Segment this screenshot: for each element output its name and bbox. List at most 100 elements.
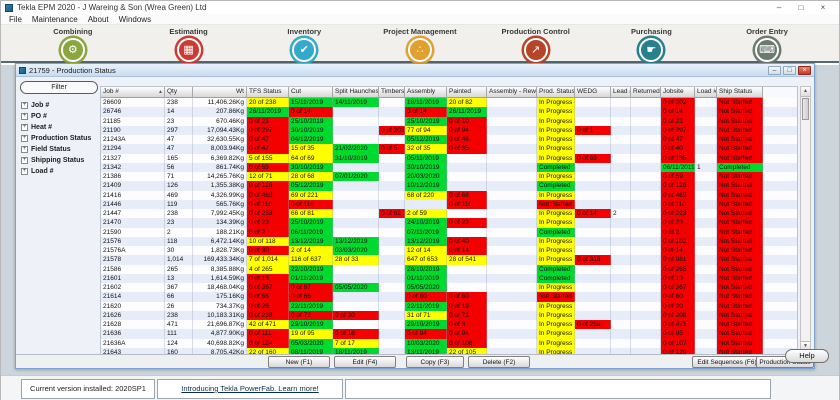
tree-item-field-status[interactable]: + Field Status <box>21 144 99 155</box>
grid-cell-timbers[interactable] <box>379 255 405 265</box>
grid-cell-cut[interactable]: 29/10/2019 <box>289 320 333 330</box>
grid-cell-ship-status[interactable]: Not Started <box>717 292 763 302</box>
grid-cell-load-num[interactable] <box>695 255 717 265</box>
grid-cell-timbers[interactable]: 0 of 203 <box>379 125 405 135</box>
grid-cell-wt[interactable]: 670.46Kg <box>193 116 247 126</box>
grid-cell-prod-status[interactable]: In Progress <box>537 218 575 228</box>
grid-cell-painted[interactable] <box>447 227 487 237</box>
grid-cell-prod-status[interactable]: In Progress <box>537 246 575 256</box>
grid-cell-job-num[interactable]: 21602 <box>101 283 165 293</box>
grid-cell-ship-status[interactable]: Not Started <box>717 107 763 117</box>
column-header-wedg[interactable]: WEDG <box>575 87 611 98</box>
grid-cell-tfs-status[interactable]: 0 of 47 <box>247 144 289 154</box>
grid-cell-load-num[interactable] <box>695 301 717 311</box>
scrollbar-thumb[interactable] <box>802 98 809 120</box>
grid-cell-assembly-rework[interactable] <box>487 209 537 219</box>
grid-cell-assembly[interactable]: 24/10/2019 <box>405 218 447 228</box>
grid-cell-painted[interactable] <box>447 181 487 191</box>
grid-row[interactable]: 26609 238 11,406.26Kg 20 of 238 15/11/2019 14… <box>101 98 797 108</box>
grid-cell-timbers[interactable] <box>379 320 405 330</box>
grid-cell-lead-num[interactable] <box>611 292 631 302</box>
grid-cell-cut[interactable]: 19 of 95 <box>289 329 333 339</box>
grid-cell-cut[interactable]: 05/12/2019 <box>289 181 333 191</box>
grid-cell-job-num[interactable]: 21628 <box>101 320 165 330</box>
grid-cell-timbers[interactable] <box>379 264 405 274</box>
grid-cell-painted[interactable]: 0 of 94 <box>447 329 487 339</box>
grid-cell-qty[interactable]: 23 <box>165 218 193 228</box>
grid-cell-timbers[interactable] <box>379 98 405 108</box>
grid-cell-cut[interactable]: 15 of 35 <box>289 144 333 154</box>
grid-cell-ship-status[interactable]: Not Started <box>717 144 763 154</box>
grid-cell-assembly-rework[interactable] <box>487 310 537 320</box>
grid-cell-timbers[interactable] <box>379 116 405 126</box>
column-header-assembly[interactable]: Assembly <box>405 87 447 98</box>
grid-cell-job-num[interactable]: 21416 <box>101 190 165 200</box>
grid-cell-cut[interactable]: 30/10/2019 <box>289 125 333 135</box>
grid-cell-jobsite[interactable]: 0 of 20 <box>661 301 695 311</box>
grid-cell-wt[interactable]: 40,698.82Kg <box>193 338 247 348</box>
grid-cell-split-haunches[interactable] <box>333 181 379 191</box>
grid-cell-split-haunches[interactable] <box>333 116 379 126</box>
grid-cell-wedg[interactable] <box>575 246 611 256</box>
grid-cell-assembly[interactable]: 25/10/2019 <box>405 116 447 126</box>
grid-cell-job-num[interactable]: 21327 <box>101 153 165 163</box>
grid-cell-assembly[interactable]: 77 of 94 <box>405 125 447 135</box>
grid-cell-assembly-rework[interactable] <box>487 255 537 265</box>
grid-cell-load-num[interactable] <box>695 338 717 348</box>
grid-cell-tfs-status[interactable]: 10 of 118 <box>247 236 289 246</box>
module-project-management[interactable]: Project Management ∴ <box>364 27 476 62</box>
grid-cell-prod-status[interactable]: In Progress <box>537 98 575 108</box>
grid-row[interactable]: 21576A 30 1,828.73Kg 0 of 30 2 of 14 03/03/20… <box>101 246 797 256</box>
grid-cell-prod-status[interactable]: In Progress <box>537 255 575 265</box>
grid-cell-wt[interactable]: 32,630.55Kg <box>193 135 247 145</box>
column-header-timbers[interactable]: Timbers <box>379 87 405 98</box>
grid-cell-job-num[interactable]: 21446 <box>101 199 165 209</box>
column-header-prod-status[interactable]: Prod. Status <box>537 87 575 98</box>
grid-cell-painted[interactable]: 0 of 35 <box>447 144 487 154</box>
grid-cell-wedg[interactable] <box>575 310 611 320</box>
grid-cell-assembly[interactable]: 12 of 14 <box>405 246 447 256</box>
grid-cell-jobsite[interactable]: 0 of 14 <box>661 246 695 256</box>
grid-cell-wt[interactable]: 8,385.88Kg <box>193 264 247 274</box>
grid-cell-prod-status[interactable]: Completed <box>537 264 575 274</box>
grid-cell-split-haunches[interactable]: 14/11/2019 <box>333 98 379 108</box>
column-header-job-num[interactable]: Job # ▲ <box>101 87 165 98</box>
grid-cell-assembly[interactable]: 32 of 35 <box>405 144 447 154</box>
grid-cell-assembly[interactable]: 2 of 59 <box>405 209 447 219</box>
grid-cell-wt[interactable]: 14,265.76Kg <box>193 172 247 182</box>
grid-cell-job-num[interactable]: 21243A <box>101 135 165 145</box>
column-header-qty[interactable]: Qty <box>165 87 193 98</box>
grid-cell-returned[interactable] <box>631 218 661 228</box>
grid-cell-load-num[interactable] <box>695 292 717 302</box>
grid-cell-timbers[interactable] <box>379 153 405 163</box>
grid-cell-assembly[interactable]: 13/11/2019 <box>405 347 447 354</box>
grid-cell-wt[interactable]: 175.16Kg <box>193 292 247 302</box>
grid-cell-wedg[interactable] <box>575 218 611 228</box>
grid-cell-cut[interactable]: 22/10/2019 <box>289 264 333 274</box>
grid-cell-job-num[interactable]: 21386 <box>101 172 165 182</box>
expand-plus-icon[interactable]: + <box>21 168 28 175</box>
module-combining[interactable]: Combining ⚙ <box>17 27 129 62</box>
grid-cell-prod-status[interactable]: In Progress <box>537 107 575 117</box>
grid-cell-ship-status[interactable]: Not Started <box>717 255 763 265</box>
grid-cell-load-num[interactable] <box>695 283 717 293</box>
grid-cell-jobsite[interactable]: 0 of 223 <box>661 209 695 219</box>
grid-cell-timbers[interactable] <box>379 218 405 228</box>
grid-cell-ship-status[interactable]: Not Started <box>717 125 763 135</box>
menu-item-about[interactable]: About <box>87 14 109 24</box>
grid-cell-returned[interactable] <box>631 329 661 339</box>
grid-cell-wedg[interactable]: 0 of 259 <box>575 320 611 330</box>
grid-cell-assembly-rework[interactable] <box>487 236 537 246</box>
grid-cell-lead-num[interactable] <box>611 329 631 339</box>
grid-cell-ship-status[interactable]: Not Started <box>717 347 763 354</box>
grid-cell-job-num[interactable]: 21190 <box>101 125 165 135</box>
grid-cell-jobsite[interactable]: 0 of 208 <box>661 310 695 320</box>
grid-cell-load-num[interactable] <box>695 264 717 274</box>
new-f1-button[interactable]: New (F1) <box>268 356 330 368</box>
grid-cell-cut[interactable]: 30/10/2019 <box>289 162 333 172</box>
grid-cell-painted[interactable]: 26/11/2019 <box>447 107 487 117</box>
grid-cell-prod-status[interactable]: In Progress <box>537 347 575 354</box>
grid-cell-cut[interactable]: 0 of 97 <box>289 283 333 293</box>
vertical-scrollbar[interactable]: ▲ ▼ <box>800 86 811 352</box>
grid-cell-jobsite[interactable]: 0 of 265 <box>661 264 695 274</box>
